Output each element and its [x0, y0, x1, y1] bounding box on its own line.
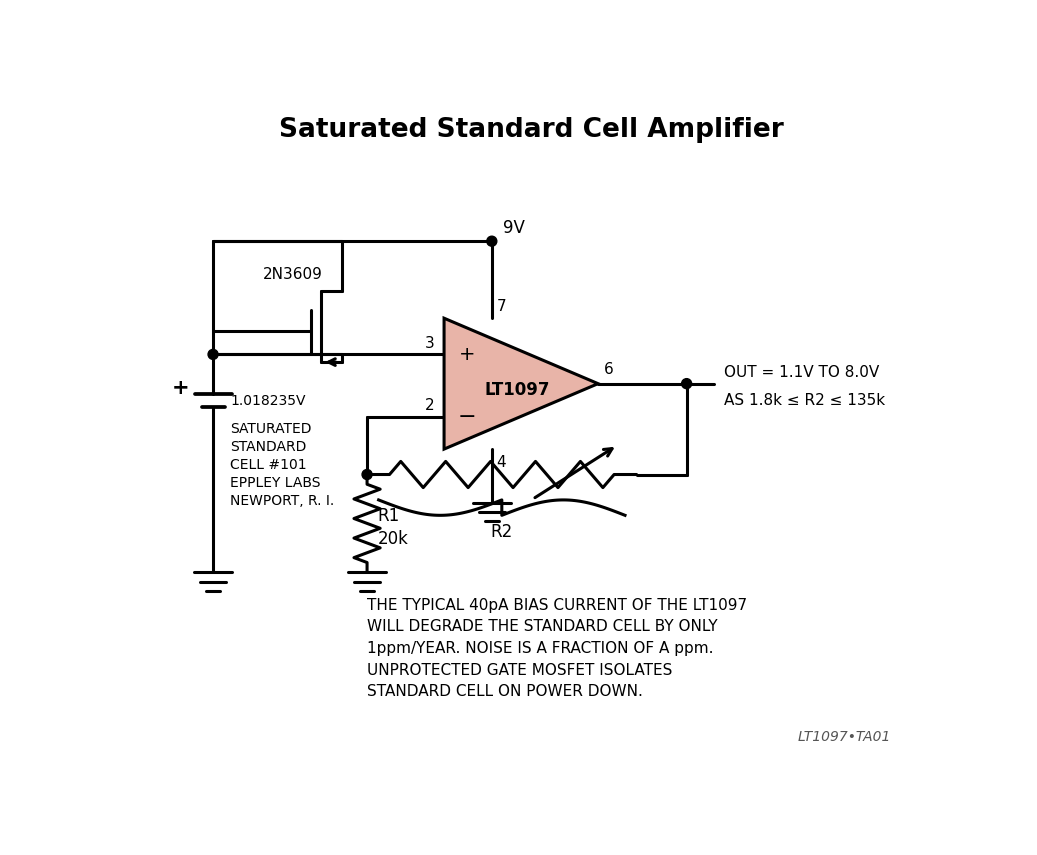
Text: SATURATED
STANDARD
CELL #101
EPPLEY LABS
NEWPORT, R. I.: SATURATED STANDARD CELL #101 EPPLEY LABS…	[230, 422, 334, 508]
Circle shape	[681, 379, 692, 389]
Text: +: +	[172, 378, 190, 398]
Text: 2: 2	[425, 398, 435, 413]
Text: 20k: 20k	[377, 530, 409, 548]
Text: 2N3609: 2N3609	[263, 267, 323, 282]
Text: 6: 6	[605, 363, 614, 378]
Text: 9V: 9V	[503, 219, 525, 237]
Text: AS 1.8k ≤ R2 ≤ 135k: AS 1.8k ≤ R2 ≤ 135k	[724, 393, 885, 408]
Text: 1.018235V: 1.018235V	[230, 393, 306, 408]
Polygon shape	[444, 318, 598, 449]
Text: LT1097•TA01: LT1097•TA01	[797, 730, 891, 744]
Text: 3: 3	[425, 335, 435, 351]
Text: Saturated Standard Cell Amplifier: Saturated Standard Cell Amplifier	[279, 116, 783, 143]
Text: OUT = 1.1V TO 8.0V: OUT = 1.1V TO 8.0V	[724, 364, 878, 380]
Text: LT1097: LT1097	[484, 380, 550, 398]
Circle shape	[362, 469, 372, 480]
Text: R2: R2	[491, 523, 513, 541]
Text: 7: 7	[497, 299, 506, 315]
Text: +: +	[459, 345, 475, 364]
Circle shape	[208, 350, 218, 359]
Text: 4: 4	[497, 455, 506, 470]
Circle shape	[486, 236, 497, 246]
Text: THE TYPICAL 40pA BIAS CURRENT OF THE LT1097
WILL DEGRADE THE STANDARD CELL BY ON: THE TYPICAL 40pA BIAS CURRENT OF THE LT1…	[367, 598, 748, 699]
Text: R1: R1	[377, 507, 400, 525]
Text: −: −	[458, 407, 476, 427]
